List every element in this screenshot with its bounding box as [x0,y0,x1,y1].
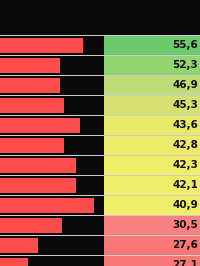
Bar [0,116,104,135]
Bar [0,58,60,73]
Bar [0,176,104,195]
Bar [0,238,38,253]
Text: 45,3: 45,3 [172,101,198,110]
Bar [0,55,200,56]
Bar [0,136,104,155]
Bar [104,256,200,266]
Bar [104,236,200,255]
Bar [0,175,200,176]
Bar [0,138,64,153]
Bar [0,98,64,113]
Bar [104,76,200,95]
Text: 42,1: 42,1 [172,181,198,190]
Text: 40,9: 40,9 [172,201,198,210]
Bar [0,95,200,96]
Text: 43,6: 43,6 [172,120,198,131]
Bar [0,196,104,215]
Bar [104,176,200,195]
Bar [104,96,200,115]
Bar [0,158,76,173]
Bar [104,36,200,55]
Bar [104,136,200,155]
Text: 30,5: 30,5 [172,221,198,231]
Bar [0,35,200,36]
Bar [104,216,200,235]
Bar [0,75,200,76]
Bar [0,178,76,193]
Bar [0,258,28,266]
Bar [0,155,200,156]
Bar [0,56,104,75]
Text: 27,1: 27,1 [172,260,198,266]
Bar [0,38,83,53]
Bar [0,215,200,216]
Bar [0,36,104,55]
Bar [104,56,200,75]
Bar [0,255,200,256]
Text: 27,6: 27,6 [172,240,198,251]
Bar [104,116,200,135]
Text: 42,8: 42,8 [172,140,198,151]
Bar [0,235,200,236]
Bar [104,156,200,175]
Bar [0,236,104,255]
Text: 55,6: 55,6 [172,40,198,51]
Bar [0,96,104,115]
Bar [0,0,200,36]
Bar [0,195,200,196]
Text: 42,3: 42,3 [172,160,198,171]
Text: 46,9: 46,9 [172,81,198,90]
Bar [0,135,200,136]
Bar [0,115,200,116]
Bar [0,216,104,235]
Bar [0,156,104,175]
Text: 52,3: 52,3 [172,60,198,70]
Bar [0,218,62,233]
Bar [104,196,200,215]
Bar [0,118,80,133]
Bar [0,198,94,213]
Bar [104,0,200,36]
Bar [0,256,104,266]
Bar [0,76,104,95]
Bar [0,78,60,93]
